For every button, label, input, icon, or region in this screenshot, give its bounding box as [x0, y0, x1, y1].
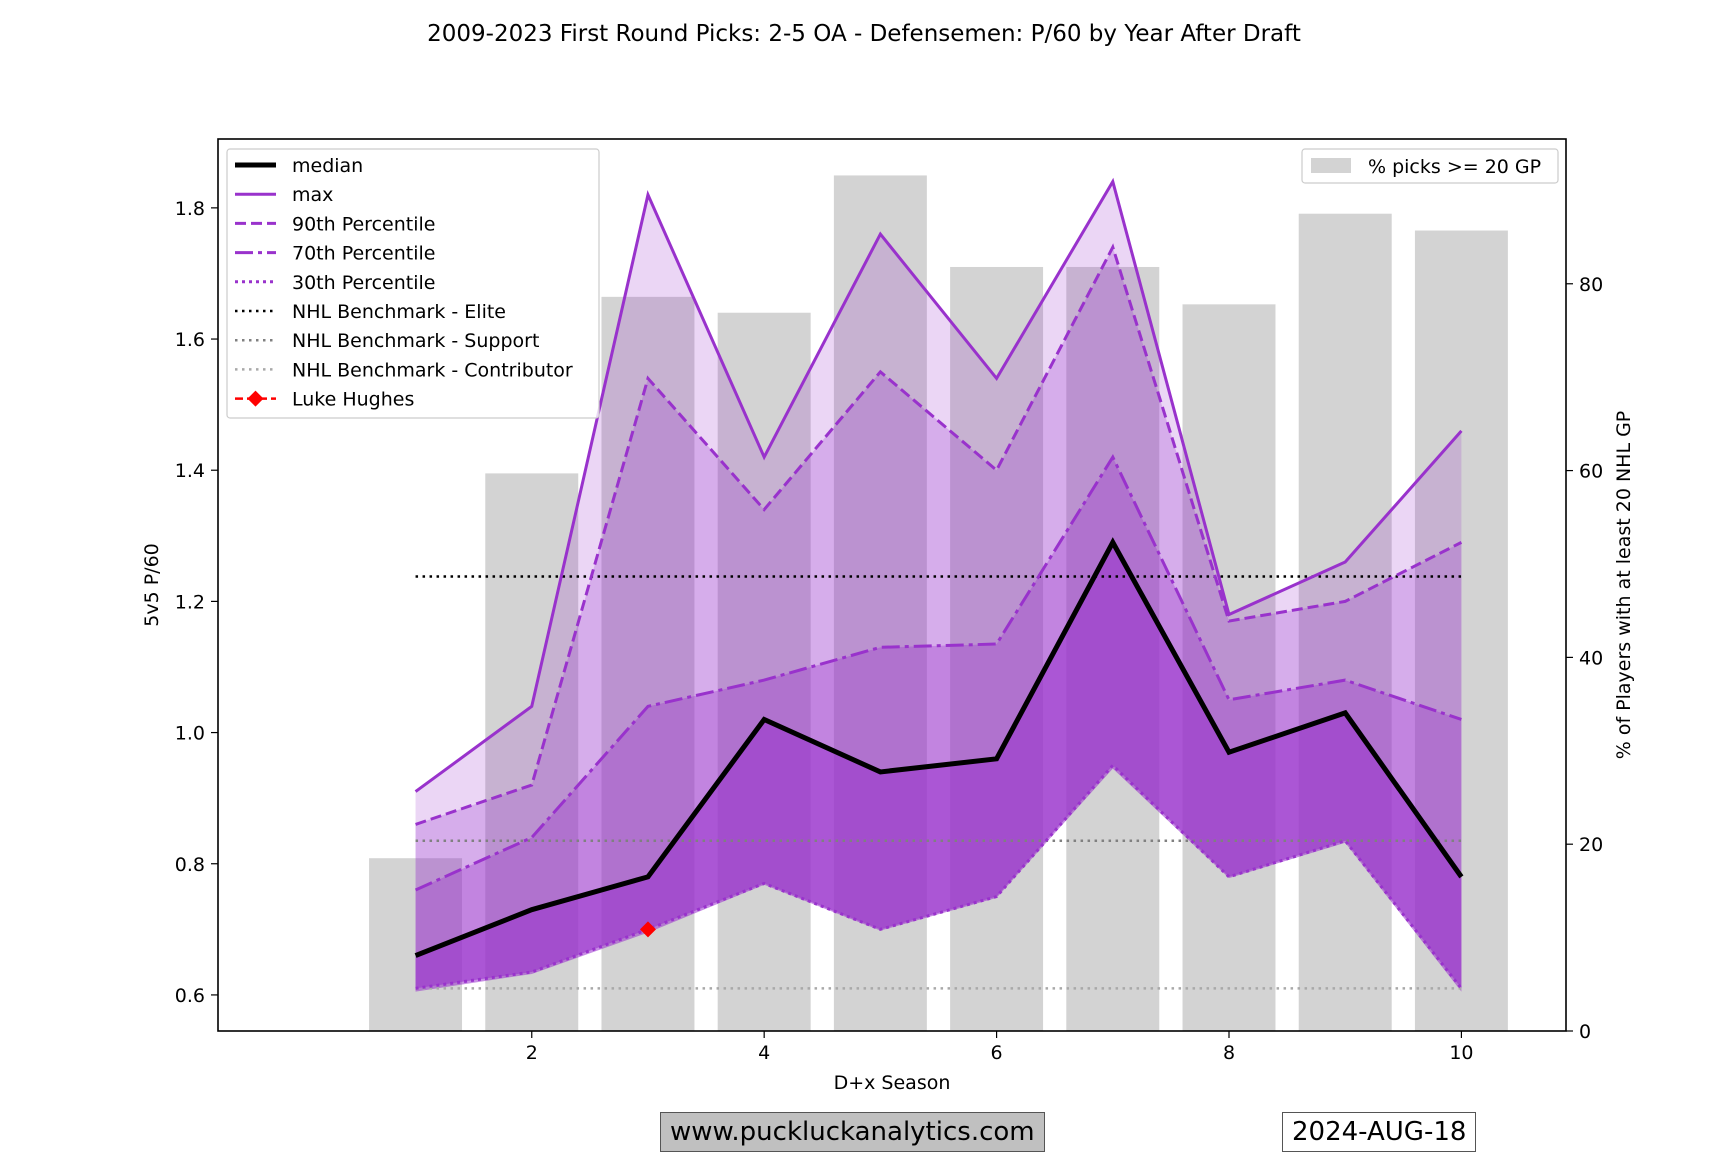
y2-tick-label: 0 — [1579, 1021, 1591, 1043]
series-30th — [415, 763, 1463, 990]
y2-axis-label: % of Players with at least 20 NHL GP — [1613, 411, 1635, 760]
date-label: 2024-AUG-18 — [1282, 1112, 1477, 1152]
plot-frame — [217, 138, 1567, 1032]
bar-gp-9 — [1298, 213, 1392, 1031]
chart-title: 2009-2023 First Round Picks: 2-5 OA - De… — [427, 21, 1301, 47]
website-label: www.puckluckanalytics.com — [660, 1112, 1045, 1152]
y-tick-label: 0.8 — [175, 854, 205, 876]
series-90th — [415, 243, 1463, 826]
y-tick-label: 0.6 — [175, 985, 205, 1007]
legend-box — [226, 148, 600, 419]
y2-tick-label: 60 — [1579, 461, 1603, 483]
legend-label: 70th Percentile — [292, 243, 435, 265]
band-max-90 — [415, 181, 1462, 825]
series-max — [414, 177, 1463, 793]
player-marker — [639, 921, 656, 938]
y-axis-label: 5v5 P/60 — [141, 543, 163, 627]
x-tick-label: 8 — [1223, 1042, 1235, 1064]
legend-label: NHL Benchmark - Contributor — [292, 359, 573, 381]
series-median — [414, 537, 1464, 958]
legend-label: 90th Percentile — [292, 213, 435, 235]
y-tick-label: 1.4 — [175, 460, 205, 482]
y2-tick-label: 20 — [1579, 834, 1603, 856]
legend-label: median — [292, 155, 363, 177]
legend-label: 30th Percentile — [292, 272, 435, 294]
legend-right-swatch — [1311, 158, 1351, 173]
y-tick-label: 1.0 — [175, 723, 205, 745]
legend-label: Luke Hughes — [292, 389, 414, 411]
legend-right-label: % picks >= 20 GP — [1368, 156, 1541, 178]
legend-label: NHL Benchmark - Support — [292, 330, 539, 352]
y-tick-label: 1.2 — [175, 591, 205, 613]
series-70th — [414, 453, 1462, 892]
x-tick-label: 10 — [1449, 1042, 1473, 1064]
y-tick-label: 1.6 — [175, 329, 205, 351]
legend-marker — [247, 390, 264, 407]
band-90-70 — [415, 247, 1462, 890]
legend-right-box — [1301, 148, 1559, 184]
x-tick-label: 2 — [526, 1042, 538, 1064]
x-axis-label: D+x Season — [834, 1072, 951, 1094]
x-tick-label: 6 — [991, 1042, 1003, 1064]
y2-tick-label: 80 — [1579, 274, 1603, 296]
y-tick-label: 1.8 — [175, 198, 205, 220]
legend-label: max — [292, 184, 333, 206]
x-tick-label: 4 — [758, 1042, 770, 1064]
legend-label: NHL Benchmark - Elite — [292, 301, 506, 323]
y2-tick-label: 40 — [1579, 647, 1603, 669]
